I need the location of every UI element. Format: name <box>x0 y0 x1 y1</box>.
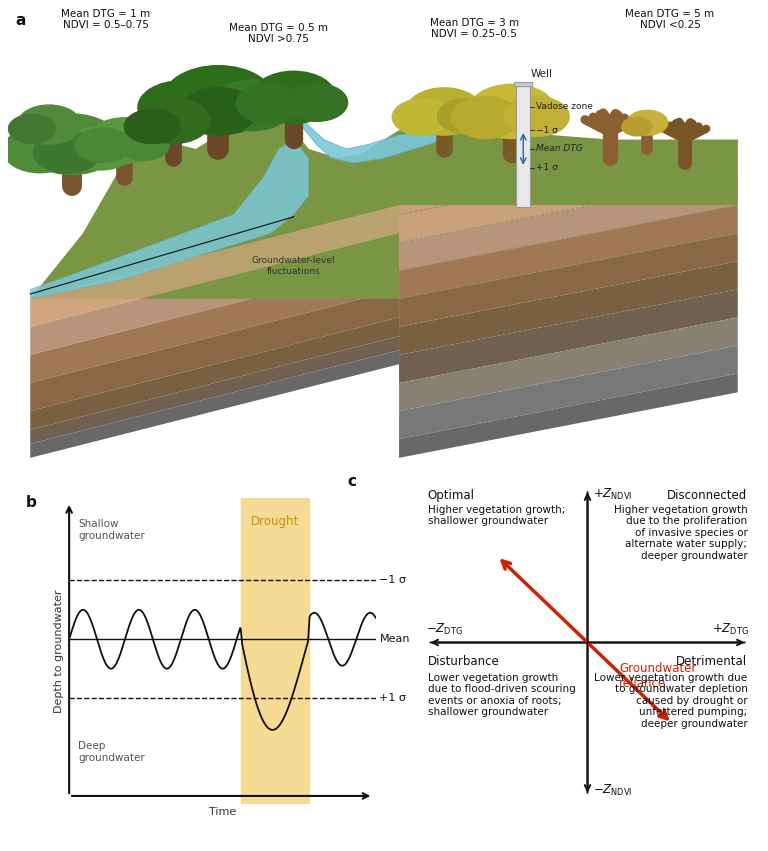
Circle shape <box>405 87 483 136</box>
Polygon shape <box>399 177 738 271</box>
Polygon shape <box>399 205 738 299</box>
Text: Mean DTG = 3 m
NDVI = 0.25–0.5: Mean DTG = 3 m NDVI = 0.25–0.5 <box>430 18 519 39</box>
Text: +1 σ: +1 σ <box>536 163 558 172</box>
Circle shape <box>87 117 162 164</box>
Text: Deep
groundwater: Deep groundwater <box>78 741 145 763</box>
Polygon shape <box>30 317 399 430</box>
Circle shape <box>451 96 520 140</box>
Circle shape <box>236 83 302 124</box>
Circle shape <box>627 110 668 136</box>
Circle shape <box>8 114 57 144</box>
Circle shape <box>467 83 557 140</box>
Circle shape <box>2 126 78 174</box>
Text: Lower vegetation growth due
to groundwater depletion
caused by drought or
unfett: Lower vegetation growth due to groundwat… <box>594 672 747 729</box>
Text: $-Z_\mathrm{NDVI}$: $-Z_\mathrm{NDVI}$ <box>593 783 633 797</box>
Text: Disconnected: Disconnected <box>667 489 747 502</box>
Circle shape <box>250 71 336 124</box>
Polygon shape <box>30 205 399 327</box>
X-axis label: Time: Time <box>209 807 237 817</box>
Y-axis label: Depth to groundwater: Depth to groundwater <box>54 589 64 713</box>
Circle shape <box>33 131 101 174</box>
Text: −1 σ: −1 σ <box>536 126 558 134</box>
Circle shape <box>210 79 295 131</box>
Text: +1 σ: +1 σ <box>379 694 406 703</box>
Text: Groundwater-level
fluctuations: Groundwater-level fluctuations <box>252 256 336 276</box>
Polygon shape <box>30 140 309 299</box>
Polygon shape <box>399 233 738 327</box>
Polygon shape <box>399 317 738 411</box>
Text: Vadose zone: Vadose zone <box>536 102 593 111</box>
Polygon shape <box>399 261 738 355</box>
Circle shape <box>621 117 653 136</box>
Text: Mean DTG = 5 m
NDVI <0.25: Mean DTG = 5 m NDVI <0.25 <box>625 9 714 30</box>
Circle shape <box>504 96 570 137</box>
Text: a: a <box>15 13 25 28</box>
Text: −1 σ: −1 σ <box>379 575 406 585</box>
Text: Detrimental: Detrimental <box>677 655 747 668</box>
Polygon shape <box>399 289 738 383</box>
Circle shape <box>65 126 137 171</box>
Bar <box>515 82 532 86</box>
Text: c: c <box>348 474 356 489</box>
Text: Higher vegetation growth
due to the proliferation
of invasive species or
alterna: Higher vegetation growth due to the prol… <box>614 505 747 561</box>
Circle shape <box>179 87 257 135</box>
Text: Mean: Mean <box>379 634 410 644</box>
Polygon shape <box>30 102 738 299</box>
Text: $+Z_\mathrm{DTG}$: $+Z_\mathrm{DTG}$ <box>712 622 749 637</box>
Circle shape <box>286 83 349 122</box>
Text: Mean DTG: Mean DTG <box>536 145 583 153</box>
Polygon shape <box>399 140 738 243</box>
Polygon shape <box>30 289 399 411</box>
Text: Optimal: Optimal <box>428 489 475 502</box>
Circle shape <box>162 65 275 135</box>
Text: Disturbance: Disturbance <box>428 655 499 668</box>
Text: b: b <box>26 494 37 510</box>
Circle shape <box>17 105 81 145</box>
Circle shape <box>137 80 225 135</box>
Polygon shape <box>30 233 399 355</box>
Text: Drought: Drought <box>251 515 299 528</box>
Bar <box>516 86 530 208</box>
Polygon shape <box>399 346 738 439</box>
Polygon shape <box>30 336 399 444</box>
Circle shape <box>124 109 180 144</box>
Text: Well: Well <box>531 69 553 79</box>
Text: Higher vegetation growth;
shallower groundwater: Higher vegetation growth; shallower grou… <box>428 505 565 526</box>
Circle shape <box>392 99 452 136</box>
Text: Shallow
groundwater: Shallow groundwater <box>78 519 145 540</box>
Text: $-Z_\mathrm{DTG}$: $-Z_\mathrm{DTG}$ <box>426 622 463 637</box>
Text: Mean DTG = 0.5 m
NDVI >0.75: Mean DTG = 0.5 m NDVI >0.75 <box>229 23 328 44</box>
Polygon shape <box>399 374 738 458</box>
Circle shape <box>74 128 132 163</box>
Polygon shape <box>30 205 399 327</box>
Polygon shape <box>30 261 399 383</box>
Text: Lower vegetation growth
due to flood-driven scouring
events or anoxia of roots;
: Lower vegetation growth due to flood-dri… <box>428 672 575 717</box>
Bar <box>241 498 309 804</box>
Circle shape <box>116 128 170 161</box>
Polygon shape <box>30 351 399 458</box>
Circle shape <box>136 97 211 145</box>
Text: Mean DTG = 1 m
NDVI = 0.5–0.75: Mean DTG = 1 m NDVI = 0.5–0.75 <box>61 9 150 30</box>
Circle shape <box>437 99 494 134</box>
Text: $+Z_\mathrm{NDVI}$: $+Z_\mathrm{NDVI}$ <box>593 488 633 502</box>
Circle shape <box>22 113 121 175</box>
Text: Groundwater
reliance: Groundwater reliance <box>619 662 697 690</box>
Polygon shape <box>271 93 444 163</box>
